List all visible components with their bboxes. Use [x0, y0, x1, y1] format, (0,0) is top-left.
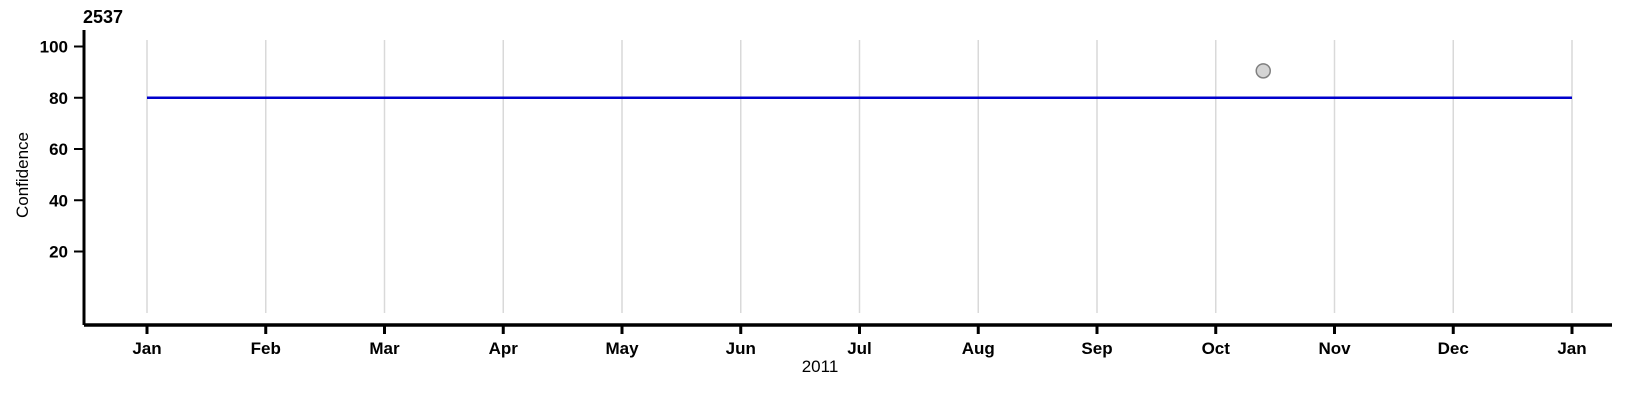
x-axis-tick-label: Jan	[132, 339, 161, 358]
y-axis-ticks-group	[74, 45, 84, 253]
x-axis-tick-label: Jun	[726, 339, 756, 358]
x-axis-tick-label: Apr	[489, 339, 519, 358]
x-axis-title: 2011	[802, 357, 839, 376]
y-axis-tick-label: 20	[49, 243, 68, 262]
x-axis-tick-label: Dec	[1438, 339, 1469, 358]
x-axis-tick-label: Jul	[847, 339, 872, 358]
y-axis-tick-label: 60	[49, 140, 68, 159]
x-axis-tick-labels-group: Jan Feb Mar Apr May Jun Jul Aug Sep Oct Nov Dec Jan	[132, 339, 1586, 358]
x-axis-tick-label: Feb	[251, 339, 281, 358]
x-axis-tick-label: Oct	[1202, 339, 1231, 358]
y-axis-tick-label: 40	[49, 191, 68, 210]
x-axis-ticks-group	[145, 325, 1574, 334]
x-axis-tick-label: Sep	[1081, 339, 1112, 358]
y-axis-tick-label: 100	[40, 38, 68, 57]
y-axis-tick-labels-group: 20 40 60 80 100	[40, 38, 68, 262]
y-axis-tick-label: 80	[49, 89, 68, 108]
chart-title: 2537	[83, 7, 123, 27]
y-axis-title: Confidence	[13, 132, 32, 218]
x-axis-tick-label: Jan	[1557, 339, 1586, 358]
x-axis-tick-label: Nov	[1318, 339, 1351, 358]
x-axis-tick-label: Aug	[962, 339, 995, 358]
x-axis-tick-label: May	[605, 339, 639, 358]
series-point-marker[interactable]	[1255, 63, 1271, 79]
x-axis-tick-label: Mar	[369, 339, 400, 358]
gridlines-group	[146, 40, 1573, 313]
